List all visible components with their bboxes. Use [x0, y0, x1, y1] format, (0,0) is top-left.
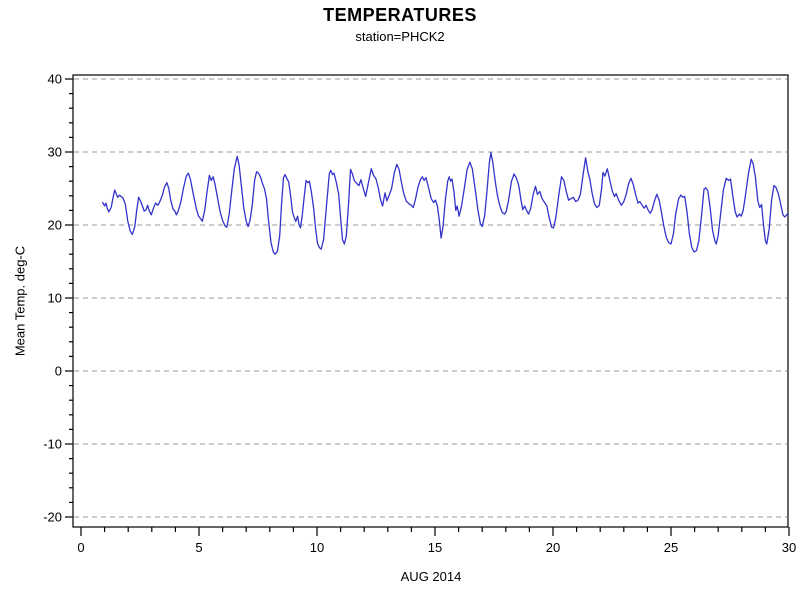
y-tick-label: 30 — [48, 145, 62, 160]
plot-frame — [72, 74, 789, 528]
x-tick-label: 10 — [310, 540, 324, 555]
x-tick-label: 15 — [428, 540, 442, 555]
y-tick-label: -20 — [43, 510, 62, 525]
y-tick-label: 10 — [48, 291, 62, 306]
x-axis-label: AUG 2014 — [400, 569, 462, 584]
y-tick-label: -10 — [43, 437, 62, 452]
chart-subtitle: station=PHCK2 — [355, 29, 445, 44]
x-tick-label: 0 — [77, 540, 84, 555]
y-tick-label: 20 — [48, 218, 62, 233]
x-tick-label: 30 — [782, 540, 796, 555]
temperature-series-line — [102, 152, 789, 255]
chart-title: TEMPERATURES — [323, 5, 477, 25]
x-tick-label: 5 — [195, 540, 202, 555]
y-tick-label: 40 — [48, 72, 62, 87]
x-tick-label: 25 — [664, 540, 678, 555]
y-axis-label: Mean Temp. deg-C — [12, 245, 28, 357]
x-tick-label: 20 — [546, 540, 560, 555]
y-tick-label: 0 — [55, 364, 62, 379]
